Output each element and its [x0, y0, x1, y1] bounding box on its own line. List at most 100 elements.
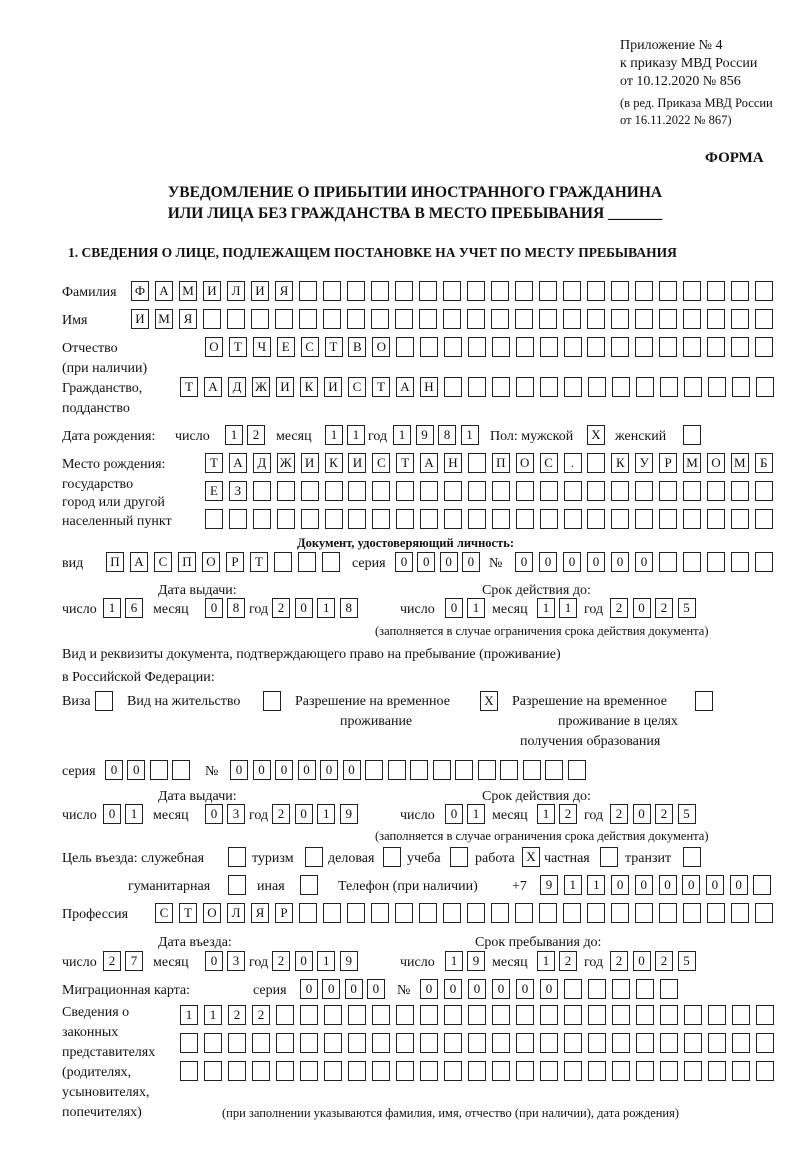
char-cell[interactable] [635, 481, 654, 501]
char-cell[interactable]: Е [276, 337, 295, 357]
char-cell[interactable]: 0 [230, 760, 248, 780]
char-cell[interactable]: 2 [610, 951, 628, 971]
char-cell[interactable] [444, 481, 462, 501]
checkbox[interactable] [305, 847, 323, 867]
char-cell[interactable] [491, 337, 510, 357]
char-cell[interactable] [419, 281, 437, 301]
char-cell[interactable]: 8 [339, 598, 358, 618]
char-cell[interactable]: Д [228, 377, 246, 397]
char-cell[interactable] [395, 281, 413, 301]
char-cell[interactable] [708, 1033, 726, 1053]
char-cell[interactable]: 9 [415, 425, 434, 445]
char-cell[interactable]: Л [227, 903, 245, 923]
char-cell[interactable] [612, 377, 630, 397]
char-cell[interactable]: Т [250, 552, 268, 572]
char-cell[interactable] [611, 903, 629, 923]
char-cell[interactable] [683, 552, 701, 572]
char-cell[interactable]: О [202, 552, 220, 572]
char-cell[interactable]: Т [372, 377, 390, 397]
char-cell[interactable] [420, 337, 439, 357]
char-cell[interactable] [587, 453, 606, 473]
char-cell[interactable]: 0 [420, 979, 438, 999]
checkbox[interactable] [683, 847, 701, 867]
char-cell[interactable]: 0 [445, 804, 463, 824]
char-cell[interactable] [540, 377, 558, 397]
char-cell[interactable] [365, 760, 383, 780]
char-cell[interactable] [731, 309, 749, 329]
char-cell[interactable] [611, 281, 629, 301]
char-cell[interactable] [396, 337, 415, 357]
char-cell[interactable] [683, 337, 701, 357]
char-cell[interactable] [444, 1061, 462, 1081]
char-cell[interactable]: 2 [103, 951, 121, 971]
char-cell[interactable]: О [515, 453, 534, 473]
char-cell[interactable]: Я [179, 309, 197, 329]
char-cell[interactable] [180, 1033, 198, 1053]
char-cell[interactable] [444, 1005, 462, 1025]
char-cell[interactable] [516, 377, 534, 397]
char-cell[interactable] [706, 337, 725, 357]
char-cell[interactable] [491, 903, 509, 923]
char-cell[interactable]: А [204, 377, 222, 397]
char-cell[interactable]: 6 [125, 598, 143, 618]
char-cell[interactable]: 7 [125, 951, 143, 971]
char-cell[interactable]: 0 [417, 552, 436, 572]
char-cell[interactable] [324, 1033, 342, 1053]
char-cell[interactable]: 0 [634, 875, 653, 895]
char-cell[interactable] [477, 760, 496, 780]
char-cell[interactable] [323, 309, 341, 329]
char-cell[interactable] [492, 1005, 510, 1025]
char-cell[interactable] [756, 377, 774, 397]
char-cell[interactable] [420, 1061, 438, 1081]
char-cell[interactable] [395, 903, 413, 923]
char-cell[interactable]: 0 [516, 979, 534, 999]
char-cell[interactable] [707, 281, 725, 301]
checkbox[interactable]: X [587, 425, 605, 445]
char-cell[interactable] [300, 509, 319, 529]
char-cell[interactable] [660, 979, 678, 999]
char-cell[interactable] [515, 481, 534, 501]
char-cell[interactable]: 1 [347, 425, 365, 445]
char-cell[interactable]: Н [444, 453, 462, 473]
char-cell[interactable] [659, 552, 677, 572]
char-cell[interactable] [420, 481, 439, 501]
char-cell[interactable]: 1 [325, 425, 343, 445]
checkbox[interactable] [683, 425, 701, 445]
char-cell[interactable] [274, 552, 292, 572]
char-cell[interactable] [732, 1061, 750, 1081]
char-cell[interactable]: Н [420, 377, 438, 397]
char-cell[interactable] [564, 1061, 582, 1081]
char-cell[interactable]: О [205, 337, 223, 357]
char-cell[interactable] [683, 903, 701, 923]
char-cell[interactable] [348, 1061, 366, 1081]
char-cell[interactable] [754, 337, 773, 357]
char-cell[interactable] [539, 337, 558, 357]
char-cell[interactable]: 0 [320, 760, 338, 780]
char-cell[interactable] [443, 281, 461, 301]
char-cell[interactable] [467, 903, 485, 923]
char-cell[interactable] [276, 481, 295, 501]
char-cell[interactable] [636, 979, 654, 999]
char-cell[interactable] [228, 509, 247, 529]
char-cell[interactable] [322, 552, 340, 572]
char-cell[interactable] [753, 875, 772, 895]
char-cell[interactable]: 1 [537, 951, 555, 971]
char-cell[interactable]: 1 [467, 804, 485, 824]
char-cell[interactable] [545, 760, 563, 780]
char-cell[interactable] [371, 281, 389, 301]
char-cell[interactable] [564, 1033, 582, 1053]
char-cell[interactable] [324, 509, 343, 529]
char-cell[interactable] [516, 1061, 534, 1081]
checkbox[interactable] [95, 691, 113, 711]
char-cell[interactable] [732, 1033, 750, 1053]
char-cell[interactable] [756, 1033, 774, 1053]
char-cell[interactable]: Р [659, 453, 678, 473]
char-cell[interactable]: Л [227, 281, 245, 301]
char-cell[interactable] [347, 903, 365, 923]
char-cell[interactable] [396, 1005, 414, 1025]
char-cell[interactable]: 5 [677, 804, 696, 824]
char-cell[interactable] [684, 1033, 702, 1053]
char-cell[interactable] [298, 552, 316, 572]
char-cell[interactable]: 1 [537, 804, 555, 824]
char-cell[interactable] [171, 760, 190, 780]
